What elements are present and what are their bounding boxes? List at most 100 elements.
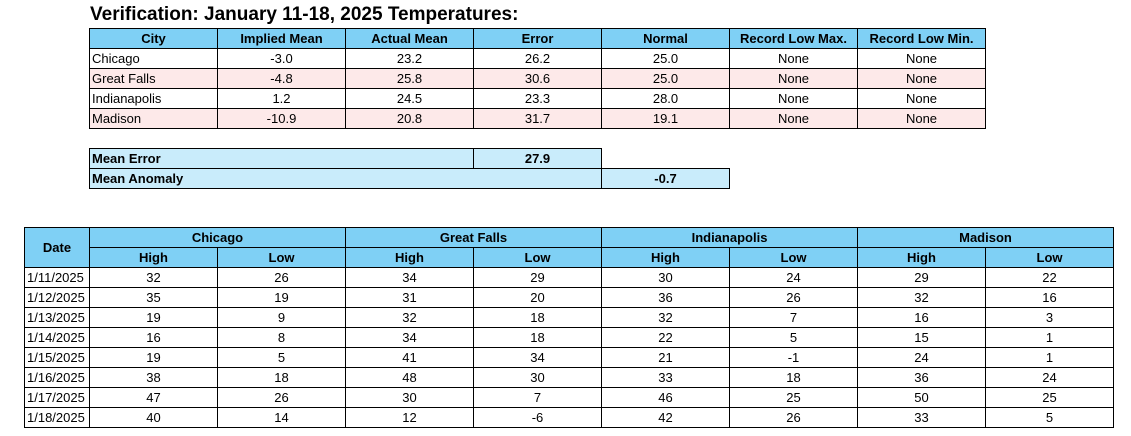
table-cell: None — [729, 108, 858, 129]
temp-cell: 1 — [985, 327, 1114, 348]
table-cell: None — [729, 88, 858, 109]
table-row: 1/12/2025 35 19 31 20 36 26 32 16 — [24, 287, 1114, 308]
column-header: Error — [473, 28, 602, 49]
low-header: Low — [473, 247, 602, 268]
mean-anomaly-value: -0.7 — [601, 168, 730, 189]
table-cell: None — [857, 48, 986, 69]
temp-cell: 32 — [857, 287, 986, 308]
temp-cell: 29 — [473, 267, 602, 288]
column-header: Record Low Min. — [857, 28, 986, 49]
temp-cell: 30 — [601, 267, 730, 288]
table-cell: 25.0 — [601, 68, 730, 89]
date-header: Date — [24, 227, 90, 268]
temp-cell: -6 — [473, 407, 602, 428]
temp-cell: 26 — [729, 407, 858, 428]
table-row: 1/18/2025 40 14 12 -6 42 26 33 5 — [24, 407, 1114, 428]
table-cell: None — [857, 88, 986, 109]
table-cell: -3.0 — [217, 48, 346, 69]
temp-cell: 16 — [857, 307, 986, 328]
table-row: 1/15/2025 19 5 41 34 21 -1 24 1 — [24, 347, 1114, 368]
city-header: Madison — [857, 227, 1114, 248]
temp-cell: 29 — [857, 267, 986, 288]
verification-table: City Implied Mean Actual Mean Error Normal Re… — [89, 28, 986, 129]
temp-cell: 36 — [601, 287, 730, 308]
table-cell: 20.8 — [345, 108, 474, 129]
temp-cell: 41 — [345, 347, 474, 368]
high-header: High — [89, 247, 218, 268]
temp-cell: 33 — [601, 367, 730, 388]
temp-cell: 19 — [89, 307, 218, 328]
temp-cell: 15 — [857, 327, 986, 348]
temp-cell: 24 — [985, 367, 1114, 388]
temp-cell: 47 — [89, 387, 218, 408]
temp-cell: 18 — [217, 367, 346, 388]
temp-cell: 3 — [985, 307, 1114, 328]
date-cell: 1/17/2025 — [24, 387, 90, 408]
temp-cell: 32 — [601, 307, 730, 328]
temp-cell: 25 — [729, 387, 858, 408]
column-header: Implied Mean — [217, 28, 346, 49]
temp-cell: 31 — [345, 287, 474, 308]
temp-cell: 24 — [857, 347, 986, 368]
temp-cell: 5 — [217, 347, 346, 368]
table-cell: 25.0 — [601, 48, 730, 69]
date-cell: 1/12/2025 — [24, 287, 90, 308]
city-cell: Chicago — [89, 48, 218, 69]
table-cell: 28.0 — [601, 88, 730, 109]
temp-cell: 8 — [217, 327, 346, 348]
temp-cell: 5 — [985, 407, 1114, 428]
temp-cell: 5 — [729, 327, 858, 348]
table-row: Chicago -3.0 23.2 26.2 25.0 None None — [89, 48, 986, 69]
table-cell: 23.3 — [473, 88, 602, 109]
table-cell: -4.8 — [217, 68, 346, 89]
table-cell: 31.7 — [473, 108, 602, 129]
table-cell: 30.6 — [473, 68, 602, 89]
table-row: 1/11/2025 32 26 34 29 30 24 29 22 — [24, 267, 1114, 288]
column-header: Record Low Max. — [729, 28, 858, 49]
column-header: City — [89, 28, 218, 49]
temp-cell: 26 — [217, 267, 346, 288]
low-header: Low — [729, 247, 858, 268]
table-row: 1/16/2025 38 18 48 30 33 18 36 24 — [24, 367, 1114, 388]
temp-cell: 26 — [729, 287, 858, 308]
table-row: 1/17/2025 47 26 30 7 46 25 50 25 — [24, 387, 1114, 408]
temp-cell: 38 — [89, 367, 218, 388]
temp-cell: 9 — [217, 307, 346, 328]
temp-cell: 7 — [729, 307, 858, 328]
temp-cell: 16 — [985, 287, 1114, 308]
temp-cell: 34 — [473, 347, 602, 368]
table-cell: None — [729, 48, 858, 69]
high-header: High — [601, 247, 730, 268]
city-cell: Great Falls — [89, 68, 218, 89]
temp-cell: 25 — [985, 387, 1114, 408]
temp-cell: 19 — [217, 287, 346, 308]
table-cell: -10.9 — [217, 108, 346, 129]
high-header: High — [857, 247, 986, 268]
mean-error-label: Mean Error — [89, 148, 474, 169]
temp-cell: 12 — [345, 407, 474, 428]
temp-cell: 22 — [985, 267, 1114, 288]
temp-cell: 21 — [601, 347, 730, 368]
table-cell: 1.2 — [217, 88, 346, 109]
city-cell: Indianapolis — [89, 88, 218, 109]
low-header: Low — [217, 247, 346, 268]
temp-cell: 26 — [217, 387, 346, 408]
table-cell: 26.2 — [473, 48, 602, 69]
temp-cell: 22 — [601, 327, 730, 348]
date-cell: 1/15/2025 — [24, 347, 90, 368]
city-header: Great Falls — [345, 227, 602, 248]
table-row: Great Falls -4.8 25.8 30.6 25.0 None None — [89, 68, 986, 89]
temp-cell: 24 — [729, 267, 858, 288]
column-header: Actual Mean — [345, 28, 474, 49]
date-cell: 1/16/2025 — [24, 367, 90, 388]
temp-cell: 30 — [345, 387, 474, 408]
table-cell: 24.5 — [345, 88, 474, 109]
temp-cell: 32 — [89, 267, 218, 288]
temp-cell: 18 — [473, 327, 602, 348]
temp-cell: 20 — [473, 287, 602, 308]
table-cell: None — [729, 68, 858, 89]
column-header: Normal — [601, 28, 730, 49]
temp-cell: 32 — [345, 307, 474, 328]
table-cell: 23.2 — [345, 48, 474, 69]
temp-cell: 36 — [857, 367, 986, 388]
